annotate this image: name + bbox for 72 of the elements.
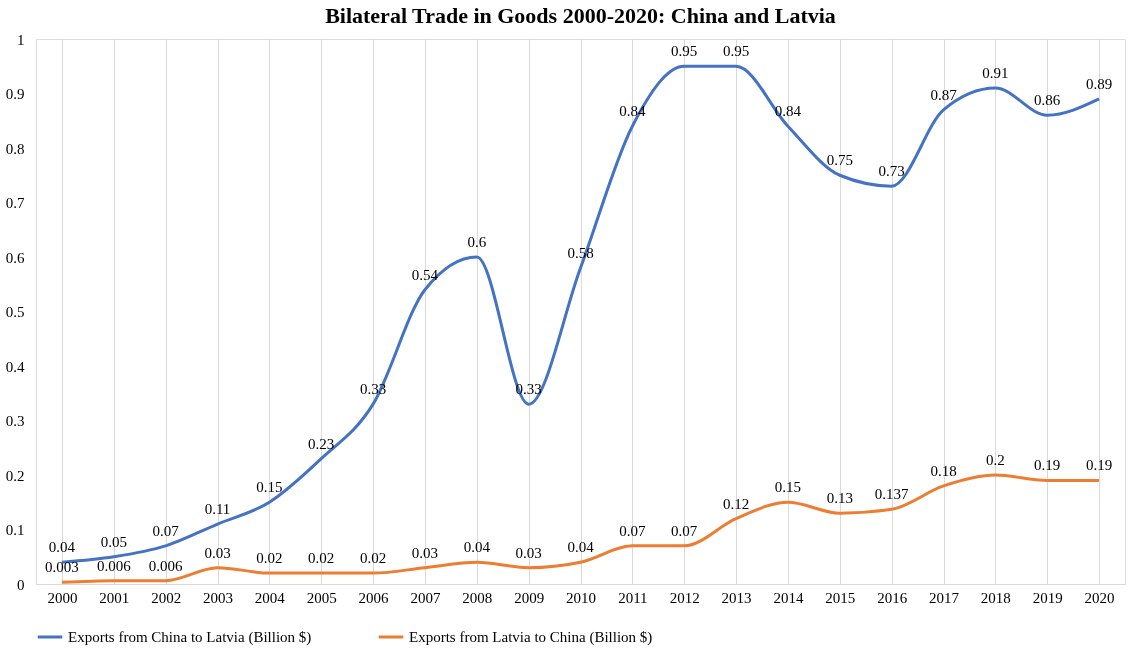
- x-tick-label: 2015: [825, 589, 856, 606]
- data-label: 0.04: [463, 539, 491, 556]
- x-tick-label: 2018: [980, 589, 1011, 606]
- x-tick-label: 2010: [566, 589, 596, 606]
- chart-title: Bilateral Trade in Goods 2000-2020: China and Latvia: [325, 3, 836, 28]
- y-tick-label: 0: [17, 576, 25, 593]
- x-tick-label: 2005: [306, 589, 337, 606]
- x-tick-label: 2011: [618, 589, 648, 606]
- data-label: 0.137: [874, 486, 910, 503]
- data-label: 0.003: [45, 559, 79, 576]
- data-label: 0.12: [722, 495, 750, 512]
- data-label: 0.95: [671, 43, 698, 60]
- y-tick-label: 0.9: [5, 86, 25, 102]
- data-label: 0.89: [1085, 75, 1113, 92]
- data-label: 0.006: [96, 557, 132, 574]
- data-label: 0.15: [256, 479, 283, 496]
- x-tick-label: 2008: [462, 589, 493, 606]
- data-label: 0.05: [100, 533, 127, 550]
- y-tick-label: 0.3: [5, 413, 25, 429]
- data-label: 0.02: [308, 550, 335, 567]
- x-tick-label: 2013: [721, 589, 752, 606]
- data-label: 0.19: [1034, 457, 1061, 474]
- data-label: 0.6: [467, 234, 487, 250]
- x-tick-label: 2017: [929, 589, 960, 606]
- data-label: 0.02: [359, 550, 387, 567]
- x-tick-label: 2007: [410, 589, 441, 606]
- y-tick-label: 1: [17, 31, 25, 48]
- x-tick-label: 2020: [1084, 589, 1115, 606]
- data-label: 0.19: [1085, 457, 1113, 474]
- x-tick-label: 2016: [877, 589, 908, 606]
- data-label: 0.02: [256, 550, 283, 567]
- data-label: 0.04: [567, 539, 595, 556]
- y-tick-label: 0.5: [5, 304, 25, 320]
- data-label: 0.006: [148, 557, 184, 574]
- y-tick-label: 0.8: [5, 140, 25, 157]
- data-label: 0.2: [985, 452, 1005, 468]
- data-label: 0.75: [826, 152, 853, 169]
- y-tick-label: 0.2: [5, 467, 25, 484]
- data-label: 0.04: [48, 539, 76, 556]
- x-tick-label: 2004: [254, 589, 286, 606]
- x-tick-label: 2014: [773, 589, 804, 606]
- data-label: 0.95: [722, 43, 750, 60]
- data-label: 0.03: [411, 544, 439, 561]
- data-label: 0.07: [671, 522, 698, 539]
- data-label: 0.23: [308, 435, 335, 452]
- data-label: 0.03: [515, 544, 542, 561]
- data-label: 0.73: [878, 163, 905, 180]
- data-label: 0.07: [152, 522, 180, 539]
- legend-label: Exports from China to Latvia (Billion $): [68, 629, 312, 646]
- x-tick-label: 2006: [358, 589, 390, 606]
- y-tick-label: 0.1: [5, 522, 25, 538]
- x-tick-label: 2002: [151, 589, 182, 606]
- data-label: 0.13: [826, 490, 853, 507]
- legend-label: Exports from Latvia to China (Billion $): [409, 629, 653, 646]
- data-label: 0.03: [204, 544, 231, 561]
- y-tick-label: 0.4: [5, 358, 25, 375]
- data-label: 0.11: [204, 501, 231, 518]
- x-tick-label: 2012: [669, 589, 700, 606]
- x-tick-label: 2000: [47, 589, 78, 606]
- x-tick-label: 2003: [203, 589, 233, 606]
- y-tick-label: 0.6: [5, 249, 25, 266]
- x-tick-label: 2001: [99, 589, 130, 606]
- data-label: 0.15: [774, 479, 802, 496]
- x-tick-label: 2009: [514, 589, 545, 606]
- data-label: 0.54: [411, 266, 439, 283]
- data-label: 0.18: [930, 462, 957, 479]
- data-label: 0.86: [1034, 92, 1061, 109]
- data-label: 0.87: [930, 86, 958, 103]
- data-label: 0.07: [619, 522, 646, 539]
- y-tick-label: 0.7: [5, 195, 25, 211]
- data-label: 0.91: [982, 65, 1009, 82]
- x-tick-label: 2019: [1032, 589, 1063, 606]
